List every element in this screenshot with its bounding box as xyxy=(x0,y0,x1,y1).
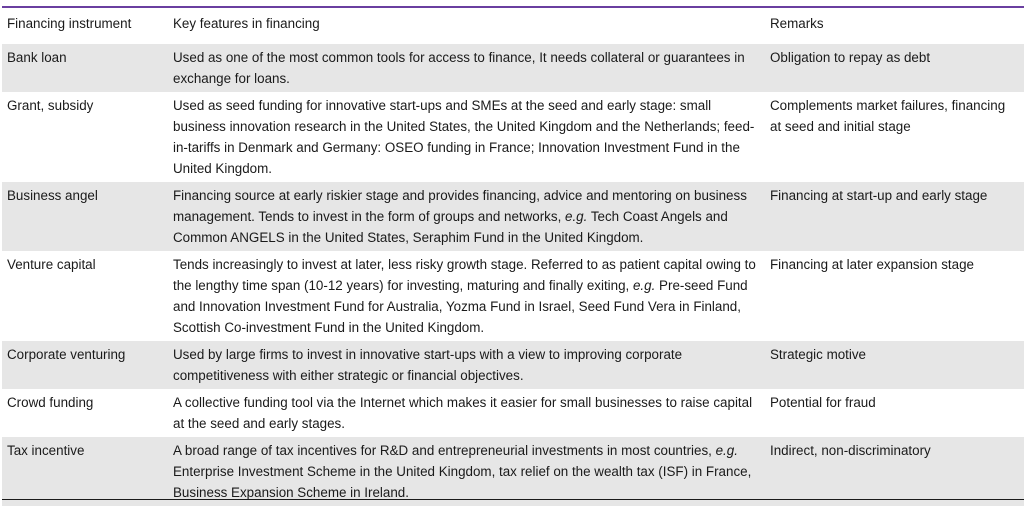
remarks-cell: Financing at later expansion stage xyxy=(770,257,974,272)
table-row: Grant, subsidy Used as seed funding for i… xyxy=(2,92,1024,182)
table-row: Crowd funding A collective funding tool v… xyxy=(2,389,1024,437)
features-text: Tends increasingly to invest at later, l… xyxy=(173,257,756,293)
features-cell: A broad range of tax incentives for R&D … xyxy=(168,437,765,506)
table-row: Venture capital Tends increasingly to inv… xyxy=(2,251,1024,341)
features-cell: A collective funding tool via the Intern… xyxy=(168,389,765,437)
table-top-rule xyxy=(2,6,1024,8)
header-financing-instrument: Financing instrument xyxy=(7,16,132,31)
features-cell: Used as one of the most common tools for… xyxy=(168,44,765,92)
features-cell: Used by large firms to invest in innovat… xyxy=(168,341,765,389)
instrument-cell: Tax incentive xyxy=(2,437,168,506)
table-row: Business angel Financing source at early … xyxy=(2,182,1024,251)
features-cell: Financing source at early riskier stage … xyxy=(168,182,765,251)
table-row: Bank loan Used as one of the most common … xyxy=(2,44,1024,92)
remarks-cell: Strategic motive xyxy=(765,341,1024,389)
instrument-cell: Grant, subsidy xyxy=(7,98,94,113)
instrument-cell: Venture capital xyxy=(7,257,96,272)
remarks-cell: Complements market failures, financing a… xyxy=(770,98,1006,134)
features-text: Used as seed funding for innovative star… xyxy=(173,98,755,176)
remarks-cell: Obligation to repay as debt xyxy=(765,44,1024,92)
header-key-features: Key features in financing xyxy=(173,16,320,31)
remarks-cell: Indirect, non-discriminatory xyxy=(765,437,1024,506)
financing-instruments-table: Financing instrument Key features in fin… xyxy=(2,8,1024,506)
features-text: Financing source at early riskier stage … xyxy=(173,188,747,224)
instrument-cell: Corporate venturing xyxy=(2,341,168,389)
features-text: Pre-seed Fund and Innovation Investment … xyxy=(173,278,748,335)
features-emphasis: e.g. xyxy=(715,443,738,458)
header-remarks: Remarks xyxy=(770,16,824,31)
remarks-cell: Financing at start-up and early stage xyxy=(765,182,1024,251)
instrument-cell: Business angel xyxy=(2,182,168,251)
table-header-row: Financing instrument Key features in fin… xyxy=(2,8,1024,44)
features-text: Used by large firms to invest in innovat… xyxy=(173,347,683,383)
features-cell: Used as seed funding for innovative star… xyxy=(168,92,765,182)
features-text: A collective funding tool via the Intern… xyxy=(173,395,753,431)
features-cell: Tends increasingly to invest at later, l… xyxy=(168,251,765,341)
table-row: Tax incentive A broad range of tax incent… xyxy=(2,437,1024,506)
features-emphasis: e.g. xyxy=(565,209,588,224)
remarks-cell: Potential for fraud xyxy=(770,395,876,410)
features-text: Enterprise Investment Scheme in the Unit… xyxy=(173,464,752,500)
table-row: Corporate venturing Used by large firms t… xyxy=(2,341,1024,389)
features-emphasis: e.g. xyxy=(632,278,656,293)
instrument-cell: Crowd funding xyxy=(7,395,94,410)
features-text: A broad range of tax incentives for R&D … xyxy=(173,443,716,458)
table-body: Bank loan Used as one of the most common … xyxy=(2,44,1024,506)
features-text: Used as one of the most common tools for… xyxy=(173,50,745,86)
instrument-cell: Bank loan xyxy=(2,44,168,92)
table-bottom-rule xyxy=(2,499,1024,500)
features-text: Tech Coast Angels and Common ANGELS in t… xyxy=(173,209,728,245)
